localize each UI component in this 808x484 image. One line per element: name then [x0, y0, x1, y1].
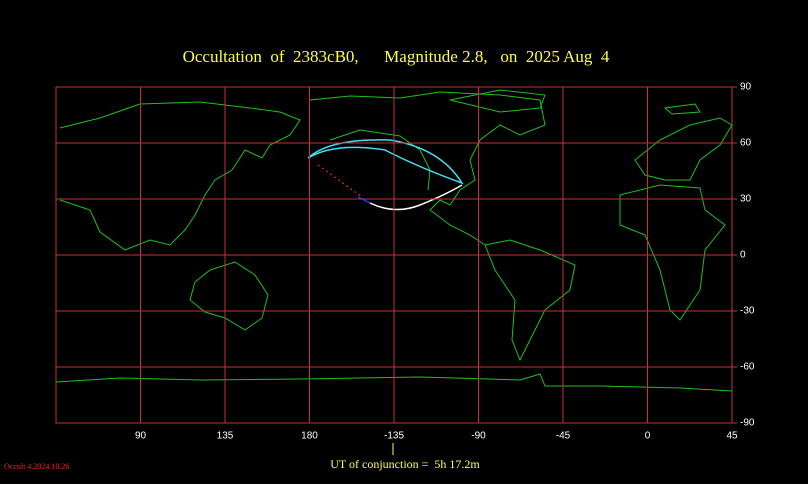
lon-tick-label: 0: [645, 431, 651, 442]
version-label: Occult 4.2024.10.26: [4, 462, 69, 471]
coastline: [59, 101, 301, 251]
title: Occultation of 2383cB0, Magnitude 2.8, o…: [183, 47, 610, 66]
lat-tick-label: -90: [740, 418, 755, 429]
coastline: [449, 89, 546, 113]
central-line: [369, 184, 463, 211]
lat-tick-label: 60: [740, 138, 752, 149]
coastline: [55, 373, 733, 392]
lon-tick-label: 90: [135, 431, 147, 442]
lon-tick-label: -45: [556, 431, 571, 442]
coastline: [484, 239, 576, 362]
coastline: [663, 103, 701, 115]
lon-tick-label: 135: [217, 431, 234, 442]
lon-tick-label: -135: [384, 431, 404, 442]
coastline: [619, 184, 726, 321]
occultation-path: [307, 139, 464, 211]
lat-tick-label: -30: [740, 306, 755, 317]
coastline: [634, 117, 733, 181]
coastlines: [55, 89, 733, 392]
lat-tick-label: 0: [740, 250, 746, 261]
conjunction-time: UT of conjunction = 5h 17.2m: [330, 457, 480, 471]
lon-tick-label: 180: [301, 431, 318, 442]
twilight-path: [357, 196, 371, 204]
lat-tick-label: 90: [740, 82, 752, 93]
lat-tick-label: -60: [740, 362, 755, 373]
lon-tick-label: 45: [726, 431, 738, 442]
lon-tick-label: -90: [471, 431, 486, 442]
coastline: [309, 91, 546, 246]
coastline: [189, 261, 269, 331]
daylight-path: [317, 164, 363, 198]
lat-tick-label: 30: [740, 194, 752, 205]
shadow-edge: [307, 139, 464, 185]
